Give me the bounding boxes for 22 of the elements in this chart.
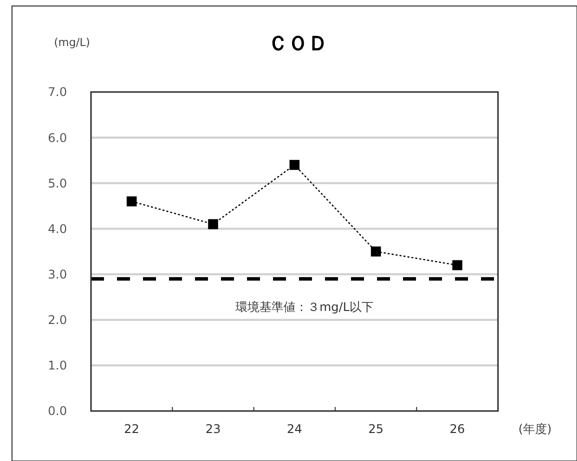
y-axis-title: (mg/L): [54, 36, 90, 49]
x-tick-label: 26: [450, 422, 465, 436]
point: [452, 260, 462, 270]
point: [126, 196, 137, 206]
x-tick-label: 25: [368, 422, 384, 436]
ref-line-label: 環境基準値：３mg/L以下: [235, 300, 374, 314]
x-tick-label: 23: [205, 422, 221, 436]
y-tick-label: 4.0: [48, 222, 67, 236]
x-tick-label: 22: [124, 422, 140, 436]
point: [208, 219, 218, 230]
y-tick-label: 1.0: [48, 358, 67, 373]
y-tick-label: 5.0: [48, 176, 67, 190]
y-tick-label: 7.0: [48, 85, 67, 100]
point: [370, 246, 381, 256]
y-tick-label: 3.0: [48, 267, 67, 282]
x-tick-label: 24: [286, 422, 302, 436]
y-tick-label: 6.0: [48, 130, 67, 145]
y-tick-label: 2.0: [48, 313, 67, 328]
chart-title: ＣＯＤ: [268, 31, 328, 55]
x-axis-title: (年度): [518, 422, 552, 436]
point: [290, 160, 300, 170]
y-tick-label: 0.0: [48, 404, 67, 418]
